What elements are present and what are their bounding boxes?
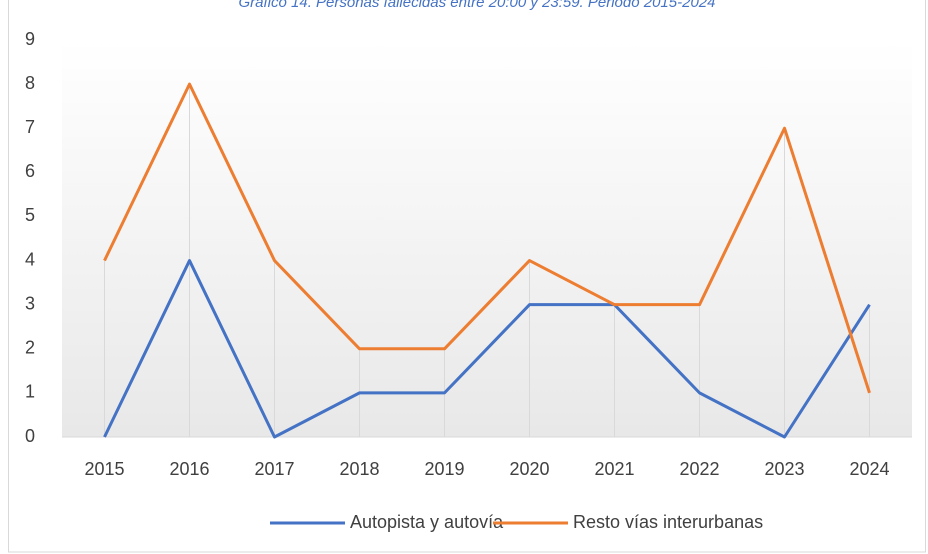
x-tick-label: 2018 bbox=[339, 459, 379, 479]
x-tick-label: 2021 bbox=[594, 459, 634, 479]
plot-background bbox=[62, 40, 912, 437]
x-tick-label: 2019 bbox=[424, 459, 464, 479]
legend-label: Autopista y autovía bbox=[350, 512, 504, 532]
y-tick-label: 5 bbox=[25, 205, 35, 225]
legend-label: Resto vías interurbanas bbox=[573, 512, 763, 532]
y-tick-label: 1 bbox=[25, 382, 35, 402]
x-tick-label: 2017 bbox=[254, 459, 294, 479]
y-tick-label: 2 bbox=[25, 338, 35, 358]
x-tick-label: 2020 bbox=[509, 459, 549, 479]
series-line bbox=[103, 82, 871, 394]
y-tick-label: 0 bbox=[25, 426, 35, 446]
x-tick-label: 2024 bbox=[849, 459, 889, 479]
chart-title: Gráfico 14. Personas fallecidas entre 20… bbox=[239, 0, 716, 11]
y-tick-label: 6 bbox=[25, 161, 35, 181]
x-tick-label: 2016 bbox=[169, 459, 209, 479]
x-tick-label: 2023 bbox=[764, 459, 804, 479]
y-tick-label: 9 bbox=[25, 29, 35, 49]
x-tick-label: 2022 bbox=[679, 459, 719, 479]
y-tick-label: 4 bbox=[25, 249, 35, 269]
y-tick-label: 3 bbox=[25, 293, 35, 313]
y-tick-label: 8 bbox=[25, 73, 35, 93]
y-tick-label: 7 bbox=[25, 117, 35, 137]
series-line bbox=[103, 259, 871, 439]
x-tick-label: 2015 bbox=[84, 459, 124, 479]
